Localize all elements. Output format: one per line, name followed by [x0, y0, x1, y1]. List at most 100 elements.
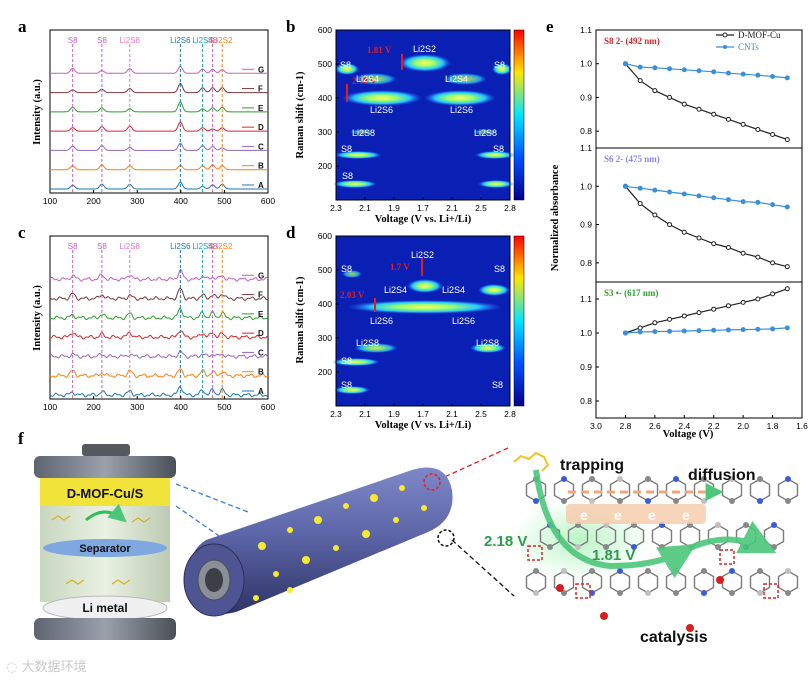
active-site-box [719, 549, 735, 565]
lattice-atom [757, 590, 763, 596]
panel-b-raman-heatmap: Raman shift (cm-1) Voltage (V vs. Li+/Li… [295, 25, 525, 225]
panel-e-absorbance: Normalized absorbance Voltage (V) 0.8 0.9… [550, 25, 808, 440]
sulfur-particle [253, 595, 259, 601]
lattice-ring [651, 524, 673, 548]
peak-label: Li2S4 [192, 36, 213, 45]
lattice-atom [701, 476, 707, 482]
data-point [740, 327, 746, 333]
x-tick-label: 2.5 [475, 203, 487, 213]
data-point [622, 61, 628, 67]
data-point [770, 202, 776, 208]
panel-letter-d: d [286, 223, 296, 242]
peak-label: S8 [208, 36, 218, 45]
watermark: ◌ 大数据环境 [6, 656, 87, 675]
oxygen-atom [716, 576, 724, 584]
oxygen-atom [686, 624, 694, 632]
lattice-atom [743, 522, 749, 528]
hotspot [473, 129, 497, 135]
active-site-box [527, 545, 543, 561]
data-point [637, 185, 643, 191]
data-point [770, 291, 776, 297]
lattice-atom [771, 544, 777, 550]
hotspot [354, 343, 398, 353]
hotspot [334, 386, 370, 394]
species-label: Li2S6 [370, 316, 393, 326]
hotspot [332, 358, 380, 366]
catalysis-arrow [533, 469, 697, 579]
electron-symbol: e [580, 507, 588, 523]
legend-label: G [258, 65, 264, 74]
panel-c-frame [49, 235, 269, 400]
species-label: S8 [493, 144, 504, 154]
data-point [725, 327, 731, 333]
hotspot [342, 90, 422, 106]
y-tick-label: 0.9 [580, 92, 592, 102]
sulfur-particle [421, 505, 427, 511]
x-tick-label: 600 [261, 196, 275, 206]
y-tick-label: 400 [318, 299, 332, 309]
y-tick-label: 1.0 [580, 181, 592, 191]
data-point [725, 197, 731, 203]
shuttle-arrow [85, 503, 127, 523]
battery-top-band [34, 456, 176, 478]
x-tick-label: 300 [130, 402, 144, 412]
x-tick-label: 200 [87, 196, 101, 206]
lattice-ring [581, 478, 603, 502]
lattice-atom [533, 568, 539, 574]
trapping-label: trapping [560, 457, 624, 474]
series-line [625, 288, 788, 334]
data-point [667, 94, 673, 100]
panel-d-ylabel: Raman shift (cm-1) [295, 276, 306, 363]
sulfur-particle [333, 545, 339, 551]
species-label: S8 [492, 380, 503, 390]
data-point [637, 329, 643, 335]
legend-label: F [258, 291, 263, 300]
x-tick-label: 1.9 [388, 203, 400, 213]
data-point [681, 191, 687, 197]
species-label: S8 [341, 264, 352, 274]
zoom-circle-red [423, 473, 441, 491]
panel-e-xlabel: Voltage (V) [663, 429, 714, 440]
panel-a-traces [50, 65, 268, 190]
x-tick-label: 2.3 [330, 409, 342, 419]
lattice-atom [659, 544, 665, 550]
legend-label-dmof: D-MOF-Cu [738, 30, 781, 40]
peak-label: Li2S6 [170, 36, 191, 45]
panel-c-x-ticks: 100 200 300 400 500 600 [43, 396, 275, 412]
data-point [696, 328, 702, 334]
lattice-atom [715, 544, 721, 550]
sulfur-particle [273, 571, 279, 577]
x-tick-label: 3.0 [590, 421, 602, 431]
panel-b-x-ticks: 2.3 2.1 1.9 1.7 2.1 2.5 2.8 [330, 197, 516, 213]
x-tick-label: 2.6 [649, 421, 661, 431]
peak-label: S8 [68, 242, 78, 251]
panel-c-traces [49, 268, 269, 398]
lattice-ring [777, 478, 799, 502]
species-label: S8 [341, 356, 352, 366]
hotspot [470, 343, 506, 353]
data-point [681, 313, 687, 319]
catalysis-arrow-2 [688, 521, 777, 554]
x-tick-label: 500 [217, 196, 231, 206]
lattice-ring [693, 570, 715, 594]
data-point [755, 126, 761, 132]
battery-cathode-layer [40, 478, 170, 506]
diffusion-label: diffusion [688, 467, 756, 484]
peak-label: Li2S8 [120, 242, 141, 251]
data-point [725, 245, 731, 251]
peak-label: Li2S2 [212, 36, 233, 45]
data-point [725, 70, 731, 76]
panel-letter-f: f [18, 429, 24, 448]
data-point [637, 201, 643, 207]
series-line [625, 185, 788, 208]
panel-b-annotations: 1.81 V 2.18 V Li2S2 Li2S4 Li2S4 Li2S6 Li… [340, 44, 505, 181]
hotspot [424, 90, 496, 106]
legend-label: E [258, 104, 264, 113]
catalysis-label: catalysis [640, 629, 708, 646]
legend-label: A [258, 387, 264, 396]
x-tick-label: 1.6 [796, 421, 808, 431]
y-tick-label: 1.0 [580, 328, 592, 338]
x-tick-label: 1.9 [388, 409, 400, 419]
sulfur-particle [393, 517, 399, 523]
